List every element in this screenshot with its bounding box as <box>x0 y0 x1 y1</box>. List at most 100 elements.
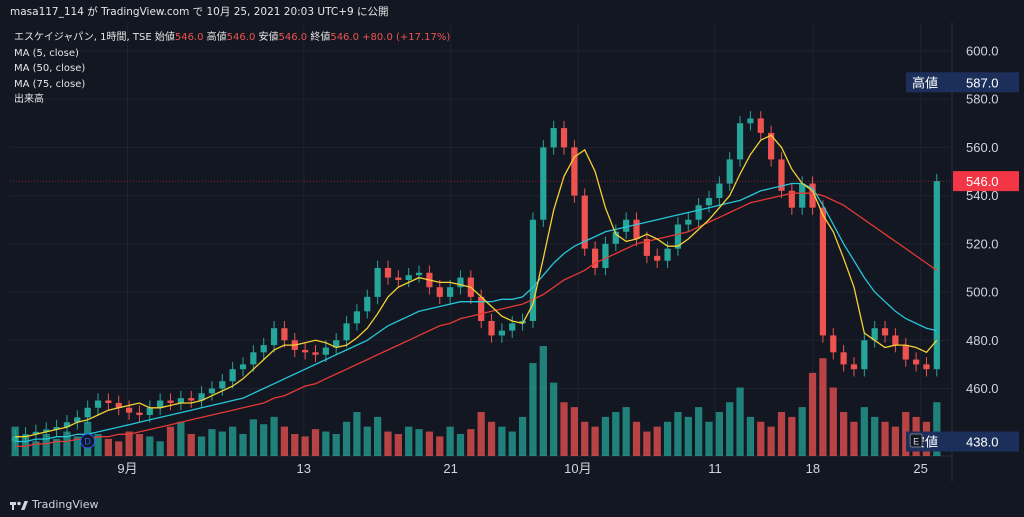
price-change: +80.0 (+17.17%) <box>362 32 451 43</box>
candle-body <box>177 398 184 403</box>
candle-body <box>115 402 122 408</box>
candle-body <box>188 398 195 401</box>
volume-bar <box>622 407 630 456</box>
volume-bar <box>591 426 599 456</box>
candle-body <box>302 349 309 353</box>
volume-bar <box>104 438 113 456</box>
volume-bar <box>705 421 713 456</box>
candle-body <box>695 205 702 220</box>
candle-body <box>270 328 278 346</box>
indicator-ma75[interactable]: MA (75, close) <box>14 78 86 90</box>
candle-body <box>736 123 744 160</box>
candle-body <box>788 190 795 208</box>
candle-body <box>550 128 557 148</box>
candle-body <box>94 400 102 408</box>
y-tick-label: 580.0 <box>966 92 999 107</box>
candle-body <box>871 328 878 341</box>
candle-body <box>623 219 630 232</box>
volume-bar <box>280 426 289 456</box>
candle-body <box>830 335 837 353</box>
volume-bar <box>239 434 247 456</box>
volume-bar <box>301 436 309 456</box>
candle-body <box>457 277 464 288</box>
price-marker-value: 438.0 <box>966 435 999 450</box>
candle-body <box>602 243 609 268</box>
volume-bar <box>715 412 723 456</box>
price-marker-bg <box>906 72 1019 93</box>
volume-bar <box>52 438 61 456</box>
volume-bar <box>663 421 672 456</box>
volume-bar <box>829 387 837 456</box>
volume-bar <box>353 412 361 456</box>
earnings-marker <box>909 433 923 448</box>
symbol-name: エスケイジャパン, 1時間, TSE <box>14 32 152 43</box>
volume-bar <box>42 434 50 456</box>
footer-brand: TradingView <box>32 498 99 511</box>
volume-bar <box>229 426 237 456</box>
volume-bar <box>405 426 413 456</box>
candle-body <box>778 159 785 191</box>
ma5-line <box>15 134 938 438</box>
candle-body <box>933 181 940 370</box>
candle-body <box>208 388 216 394</box>
volume-bar <box>373 416 382 456</box>
candle-body <box>861 340 868 370</box>
candle-body <box>239 364 247 370</box>
volume-bar <box>850 421 858 456</box>
volume-bar <box>581 421 589 456</box>
indicator-ma50[interactable]: MA (50, close) <box>14 63 86 74</box>
volume-bar <box>612 412 620 456</box>
candle-body <box>757 118 764 133</box>
candle-body <box>384 267 392 278</box>
volume-bar <box>653 426 661 456</box>
earnings-marker-label: E <box>913 437 919 447</box>
footer: TradingView <box>10 498 98 511</box>
volume-bar <box>94 434 102 456</box>
volume-bar <box>63 431 71 456</box>
candle-body <box>654 255 661 261</box>
price-marker-bg <box>906 431 1019 452</box>
indicator-volume[interactable]: 出来高 <box>14 94 44 105</box>
candle-body <box>674 224 682 249</box>
candle-body <box>902 345 909 360</box>
candle-body <box>633 219 640 239</box>
ma50-line <box>15 182 937 443</box>
volume-bar <box>695 407 703 456</box>
volume-bar <box>777 412 786 456</box>
volume-bar <box>508 431 516 456</box>
candle-body <box>415 272 423 276</box>
candle-body <box>63 422 71 428</box>
volume-bar <box>436 436 444 456</box>
volume-bar <box>208 429 216 456</box>
candle-body <box>840 352 847 365</box>
volume-bar <box>891 426 900 456</box>
volume-bar <box>902 412 910 456</box>
volume-bar <box>425 431 434 456</box>
y-tick-label: 500.0 <box>966 285 999 300</box>
y-tick-label: 460.0 <box>966 381 999 396</box>
candle-body <box>395 277 402 280</box>
volume-bar <box>177 421 185 456</box>
x-tick-label: 13 <box>297 461 311 476</box>
volume-bar <box>394 434 402 456</box>
volume-bar <box>270 416 278 456</box>
y-tick-label: 540.0 <box>966 188 999 203</box>
candle-body <box>799 183 806 208</box>
candle-body <box>281 328 288 341</box>
volume-bar <box>260 424 268 456</box>
volume-bar <box>632 421 641 456</box>
volume-bar <box>726 402 734 456</box>
candle-body <box>726 159 733 184</box>
volume-bar <box>560 402 568 456</box>
candle-body <box>260 345 267 353</box>
candle-body <box>881 328 889 336</box>
indicator-ma5[interactable]: MA (5, close) <box>14 47 79 59</box>
candle-body <box>478 296 485 321</box>
ma75-line <box>15 192 938 448</box>
x-tick-label: 21 <box>443 461 457 476</box>
volume-bar <box>788 416 796 456</box>
volume-bar <box>125 431 133 456</box>
publish-info: masa117_114 が TradingView.com で 10月 25, … <box>10 6 389 18</box>
volume-bar <box>933 402 941 456</box>
